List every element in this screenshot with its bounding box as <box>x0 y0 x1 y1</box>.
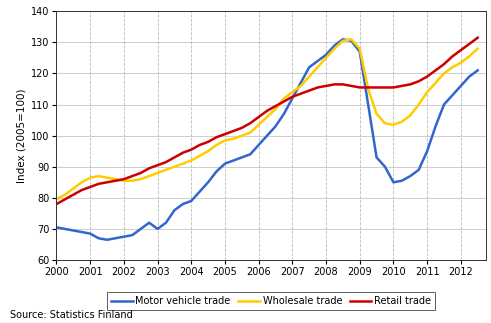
Motor vehicle trade <box>189 199 194 203</box>
Retail trade <box>357 86 363 89</box>
Y-axis label: Index (2005=100): Index (2005=100) <box>17 89 27 183</box>
Motor vehicle trade <box>104 238 110 242</box>
Wholesale trade <box>348 37 354 41</box>
Line: Wholesale trade: Wholesale trade <box>56 39 478 199</box>
Line: Motor vehicle trade: Motor vehicle trade <box>56 39 478 240</box>
Retail trade <box>475 36 481 40</box>
Motor vehicle trade <box>475 68 481 72</box>
Motor vehicle trade <box>155 227 161 231</box>
Wholesale trade <box>146 174 152 178</box>
Retail trade <box>180 151 186 155</box>
Wholesale trade <box>466 55 472 58</box>
Motor vehicle trade <box>340 37 346 41</box>
Legend: Motor vehicle trade, Wholesale trade, Retail trade: Motor vehicle trade, Wholesale trade, Re… <box>107 292 436 310</box>
Motor vehicle trade <box>54 225 59 229</box>
Line: Retail trade: Retail trade <box>56 38 478 204</box>
Retail trade <box>146 166 152 170</box>
Retail trade <box>54 202 59 206</box>
Wholesale trade <box>365 87 371 91</box>
Motor vehicle trade <box>466 75 472 78</box>
Motor vehicle trade <box>197 190 203 193</box>
Retail trade <box>189 148 194 151</box>
Wholesale trade <box>331 47 337 50</box>
Motor vehicle trade <box>374 155 380 159</box>
Wholesale trade <box>475 47 481 50</box>
Text: Source: Statistics Finland: Source: Statistics Finland <box>10 310 133 320</box>
Wholesale trade <box>180 162 186 166</box>
Wholesale trade <box>189 159 194 162</box>
Wholesale trade <box>54 197 59 201</box>
Motor vehicle trade <box>348 39 354 43</box>
Retail trade <box>331 82 337 86</box>
Retail trade <box>466 42 472 46</box>
